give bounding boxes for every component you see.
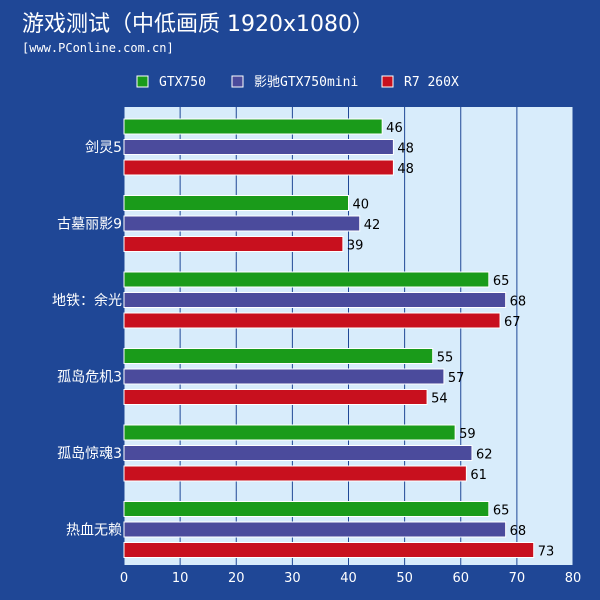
bar-0-2 <box>123 159 394 176</box>
category-label-1: 古墓丽影9 <box>57 217 122 233</box>
legend-swatch-2 <box>381 75 394 88</box>
bar-4-1 <box>123 445 473 461</box>
value-label-4-1: 62 <box>476 448 493 463</box>
tick-label-80: 80 <box>565 571 582 586</box>
tick-label-0: 0 <box>120 571 128 586</box>
chart-source: [www.PConline.com.cn] <box>22 41 174 55</box>
value-label-1-0: 40 <box>353 198 370 213</box>
value-label-0-1: 48 <box>397 142 414 157</box>
category-label-4: 孤岛惊魂3 <box>57 446 122 462</box>
bar-5-2 <box>123 542 535 558</box>
value-label-5-1: 68 <box>510 524 527 539</box>
value-label-5-2: 73 <box>538 545 555 560</box>
value-label-5-0: 65 <box>493 504 510 519</box>
bar-2-2 <box>123 312 501 329</box>
value-label-2-2: 67 <box>504 315 521 330</box>
tick-label-20: 20 <box>228 571 245 586</box>
bar-3-0 <box>123 348 434 364</box>
legend-label-2: R7 260X <box>404 75 459 90</box>
legend-label-1: 影驰GTX750mini <box>254 75 358 90</box>
legend-swatch-0 <box>136 75 149 88</box>
tick-label-70: 70 <box>509 571 526 586</box>
value-label-1-2: 39 <box>347 239 364 254</box>
category-label-3: 孤岛危机3 <box>57 370 122 386</box>
bar-4-0 <box>123 424 456 441</box>
tick-label-60: 60 <box>452 571 469 586</box>
value-label-3-1: 57 <box>448 371 465 386</box>
bar-3-2 <box>123 389 428 405</box>
value-label-0-0: 46 <box>386 121 403 136</box>
bar-4-2 <box>123 465 467 482</box>
value-label-2-1: 68 <box>510 295 527 310</box>
value-label-3-0: 55 <box>437 351 454 366</box>
bar-0-0 <box>123 118 383 135</box>
category-label-2: 地铁：余光 <box>52 292 122 309</box>
chart-title: 游戏测试（中低画质 1920x1080） <box>22 12 374 37</box>
x-axis-ticks: 0 10 20 30 40 50 60 70 80 <box>120 571 581 586</box>
value-label-1-1: 42 <box>364 218 381 233</box>
tick-label-10: 10 <box>172 571 189 586</box>
tick-label-30: 30 <box>284 571 301 586</box>
bar-2-0 <box>123 271 490 288</box>
bar-0-1 <box>123 139 394 155</box>
tick-label-50: 50 <box>396 571 413 586</box>
bar-5-0 <box>123 501 490 517</box>
legend: GTX750 影驰GTX750mini R7 260X <box>136 75 459 90</box>
value-label-2-0: 65 <box>493 274 510 289</box>
legend-swatch-1 <box>231 75 244 88</box>
category-label-5: 热血无赖 <box>66 523 122 539</box>
gridlines <box>123 107 574 565</box>
bar-1-2 <box>123 236 344 252</box>
value-label-3-2: 54 <box>431 392 448 407</box>
tick-label-40: 40 <box>340 571 357 586</box>
value-label-4-0: 59 <box>459 427 476 442</box>
category-label-0: 剑灵5 <box>85 140 122 156</box>
legend-label-0: GTX750 <box>159 75 206 90</box>
bar-1-1 <box>123 215 361 232</box>
bar-1-0 <box>123 195 349 211</box>
value-label-0-2: 48 <box>397 162 414 177</box>
value-label-4-2: 61 <box>470 468 487 483</box>
bar-5-1 <box>123 521 507 538</box>
bar-3-1 <box>123 368 445 385</box>
bar-2-1 <box>123 292 507 308</box>
